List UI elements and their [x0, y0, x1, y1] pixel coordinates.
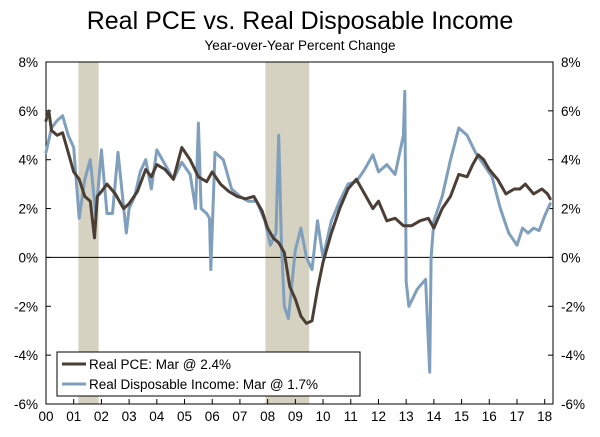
legend-box: [56, 351, 361, 397]
x-tick-label: 02: [94, 409, 109, 424]
x-tick-label: 18: [537, 409, 552, 424]
legend-label-real-pce: Real PCE: Mar @ 2.4%: [89, 357, 231, 372]
y-tick-label-left: 8%: [18, 55, 38, 70]
y-tick-label-left: -6%: [14, 397, 38, 412]
x-tick-label: 05: [177, 409, 192, 424]
x-tick-label: 14: [426, 409, 442, 424]
x-tick-label: 16: [482, 409, 497, 424]
x-tick-label: 12: [371, 409, 386, 424]
chart-axes: 8% 8%6% 6%4% 4%2% 2%0% 0%-2% -2%-4% -4%-6% -6%00…: [14, 55, 585, 424]
x-tick-label: 04: [149, 409, 165, 424]
x-tick-label: 06: [205, 409, 220, 424]
y-tick-label-right: 0%: [561, 250, 581, 265]
chart-legend: Real PCE: Mar @ 2.4% Real Disposable Inc…: [56, 351, 361, 397]
x-tick-label: 07: [232, 409, 247, 424]
y-tick-label-left: -4%: [14, 348, 38, 363]
x-tick-label: 10: [316, 409, 331, 424]
y-tick-label-right: 6%: [561, 104, 581, 119]
chart-title: Real PCE vs. Real Disposable Income: [86, 7, 514, 35]
x-tick-label: 17: [509, 409, 524, 424]
x-tick-label: 09: [288, 409, 303, 424]
x-tick-label: 13: [399, 409, 414, 424]
series-line-real-disposable-income: [44, 89, 552, 374]
y-tick-label-right: -4%: [561, 348, 585, 363]
y-tick-label-left: 0%: [18, 250, 38, 265]
y-tick-label-left: 2%: [18, 202, 38, 217]
x-tick-label: 00: [38, 409, 53, 424]
legend-label-real-disposable-income: Real Disposable Income: Mar @ 1.7%: [89, 377, 318, 392]
y-tick-label-left: 4%: [18, 153, 38, 168]
x-tick-label: 11: [344, 409, 358, 424]
plot-frame: [45, 61, 554, 405]
x-tick-label: 08: [260, 409, 275, 424]
x-tick-label: 15: [454, 409, 469, 424]
y-tick-label-left: -2%: [14, 299, 38, 314]
x-tick-label: 03: [122, 409, 137, 424]
y-tick-label-left: 6%: [18, 104, 38, 119]
y-tick-label-right: 4%: [561, 153, 581, 168]
y-tick-label-right: 8%: [561, 55, 581, 70]
y-tick-label-right: 2%: [561, 202, 581, 217]
x-tick-label: 01: [66, 409, 81, 424]
chart-subtitle: Year-over-Year Percent Change: [204, 38, 396, 53]
y-tick-label-right: -2%: [561, 299, 585, 314]
recession-band: [78, 62, 99, 404]
chart-series: [44, 89, 552, 374]
y-tick-label-right: -6%: [561, 397, 585, 412]
series-line-real-pce: [44, 109, 552, 325]
